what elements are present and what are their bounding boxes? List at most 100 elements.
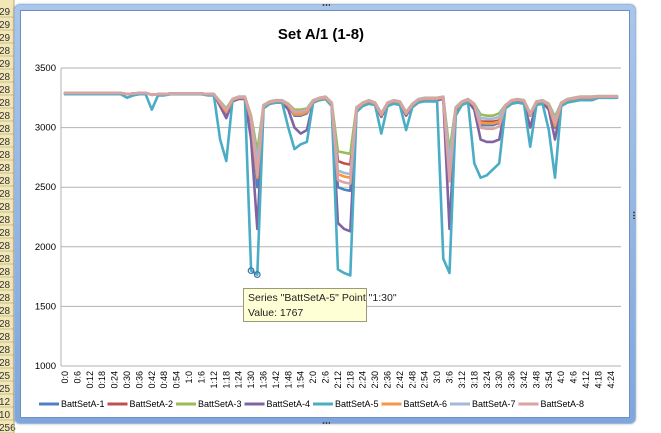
- x-tick-label: 1:12: [209, 371, 219, 389]
- row-number: 29: [0, 59, 11, 70]
- x-tick-label: 1:30: [246, 371, 256, 389]
- row-number: 29: [0, 20, 11, 31]
- row-number: 28: [0, 228, 11, 239]
- row-number: 28: [0, 254, 11, 265]
- row-number: 28: [0, 306, 11, 317]
- row-number: 28: [0, 98, 11, 109]
- selected-point-marker[interactable]: [247, 267, 255, 275]
- x-tick-label: 1:24: [234, 371, 244, 389]
- row-number: 25: [0, 384, 11, 395]
- row-number: 28: [0, 267, 11, 278]
- x-tick-label: 1:18: [221, 371, 231, 389]
- legend-label: BattSetA-7: [472, 399, 516, 409]
- legend-item-battseta-6[interactable]: BattSetA-6: [381, 399, 448, 409]
- chart-area[interactable]: Set A/1 (1-8) 1000 1500 2000 2500 3000 3500 0…: [20, 10, 630, 418]
- selected-point-marker[interactable]: [253, 271, 261, 278]
- chart-object[interactable]: Set A/1 (1-8) 1000 1500 2000 2500 3000 3500 0…: [14, 3, 636, 425]
- y-tick-label: 1500: [35, 301, 56, 312]
- y-tick-label: 3500: [35, 63, 56, 74]
- x-tick-label: 3:18: [469, 371, 479, 389]
- row-number: 28: [0, 150, 11, 161]
- x-tick-label: 2:36: [383, 371, 393, 389]
- row-number: 28: [0, 163, 11, 174]
- x-tick-label: 4:18: [593, 371, 603, 389]
- legend-label: BattSetA-2: [130, 399, 174, 409]
- x-tick-label: 1:0: [184, 371, 194, 384]
- legend-label: BattSetA-4: [267, 399, 311, 409]
- row-number: 28: [0, 85, 11, 96]
- row-number: 28: [0, 319, 11, 330]
- series-line-battseta-5[interactable]: [63, 92, 619, 277]
- row-number: 28: [0, 111, 11, 122]
- row-number: 28: [0, 332, 11, 343]
- x-tick-label: 3:30: [494, 371, 504, 389]
- legend-label: BattSetA-6: [404, 399, 448, 409]
- x-tick-label: 0:12: [85, 371, 95, 389]
- legend-item-battseta-7[interactable]: BattSetA-7: [450, 399, 516, 409]
- legend-label: BattSetA-1: [61, 399, 105, 409]
- x-tick-label: 0:30: [122, 371, 132, 389]
- row-number: 28: [0, 137, 11, 148]
- y-tick-label: 2000: [35, 242, 56, 253]
- x-tick-label: 0:42: [147, 371, 157, 389]
- x-tick-label: 1:54: [296, 371, 306, 389]
- row-number: 28: [0, 293, 11, 304]
- data-point-tooltip: Series "BattSetA-5" Point "1:30" Value: …: [243, 288, 397, 322]
- x-tick-label: 4:24: [606, 371, 616, 389]
- x-tick-label: 1:6: [196, 371, 206, 384]
- row-number: 28: [0, 46, 11, 57]
- x-tick-label: 3:6: [445, 371, 455, 384]
- tooltip-series-point: Series "BattSetA-5" Point "1:30": [248, 292, 397, 304]
- row-number: 25: [0, 371, 11, 382]
- x-tick-label: 2:6: [320, 371, 330, 384]
- x-tick-label: 0:36: [134, 371, 144, 389]
- row-number: 28: [0, 345, 11, 356]
- legend-item-battseta-5[interactable]: BattSetA-5: [313, 399, 379, 409]
- x-tick-label: 0:6: [72, 371, 82, 384]
- row-number: 28: [0, 215, 11, 226]
- x-tick-label: 1:42: [271, 371, 281, 389]
- legend-item-battseta-4[interactable]: BattSetA-4: [244, 399, 311, 409]
- x-tick-label: 1:48: [283, 371, 293, 389]
- x-tick-label: 3:36: [507, 371, 517, 389]
- y-tick-label: 2500: [35, 182, 56, 193]
- resize-handle-bottom[interactable]: [322, 421, 330, 425]
- resize-handle-top[interactable]: [322, 3, 330, 7]
- y-tick-label: 3000: [35, 123, 56, 134]
- x-tick-label: 2:12: [333, 371, 343, 389]
- x-tick-label: 3:0: [432, 371, 442, 384]
- legend-item-battseta-1[interactable]: BattSetA-1: [39, 399, 105, 409]
- y-tick-label: 1000: [35, 361, 56, 372]
- x-tick-label: 3:54: [544, 371, 554, 389]
- tooltip-value: Value: 1767: [248, 307, 304, 319]
- row-number: 28: [0, 189, 11, 200]
- x-tick-label: 3:12: [457, 371, 467, 389]
- row-number: 28: [0, 280, 11, 291]
- x-tick-label: 2:42: [395, 371, 405, 389]
- x-tick-label: 2:0: [308, 371, 318, 384]
- x-tick-label: 0:0: [60, 371, 70, 384]
- x-tick-label: 2:54: [420, 371, 430, 389]
- x-tick-label: 4:12: [581, 371, 591, 389]
- x-tick-label: 3:42: [519, 371, 529, 389]
- legend-item-battseta-2[interactable]: BattSetA-2: [107, 399, 174, 409]
- row-number: 28: [0, 202, 11, 213]
- row-number: 28: [0, 176, 11, 187]
- x-tick-label: 2:24: [358, 371, 368, 389]
- x-tick-label: 2:30: [370, 371, 380, 389]
- resize-handle-right[interactable]: [632, 211, 636, 219]
- legend-item-battseta-8[interactable]: BattSetA-8: [518, 399, 585, 409]
- row-number: 29: [0, 7, 11, 18]
- row-number: 28: [0, 358, 11, 369]
- x-tick-label: 2:48: [407, 371, 417, 389]
- row-number: 256: [0, 423, 16, 433]
- series-line-battseta-8[interactable]: [63, 91, 619, 185]
- x-tick-label: 0:18: [97, 371, 107, 389]
- legend-item-battseta-3[interactable]: BattSetA-3: [176, 399, 242, 409]
- legend-label: BattSetA-3: [198, 399, 242, 409]
- x-tick-label: 1:36: [258, 371, 268, 389]
- x-tick-label: 3:24: [482, 371, 492, 389]
- x-tick-label: 0:24: [110, 371, 120, 389]
- row-number: 12: [0, 397, 11, 408]
- x-tick-label: 0:54: [172, 371, 182, 389]
